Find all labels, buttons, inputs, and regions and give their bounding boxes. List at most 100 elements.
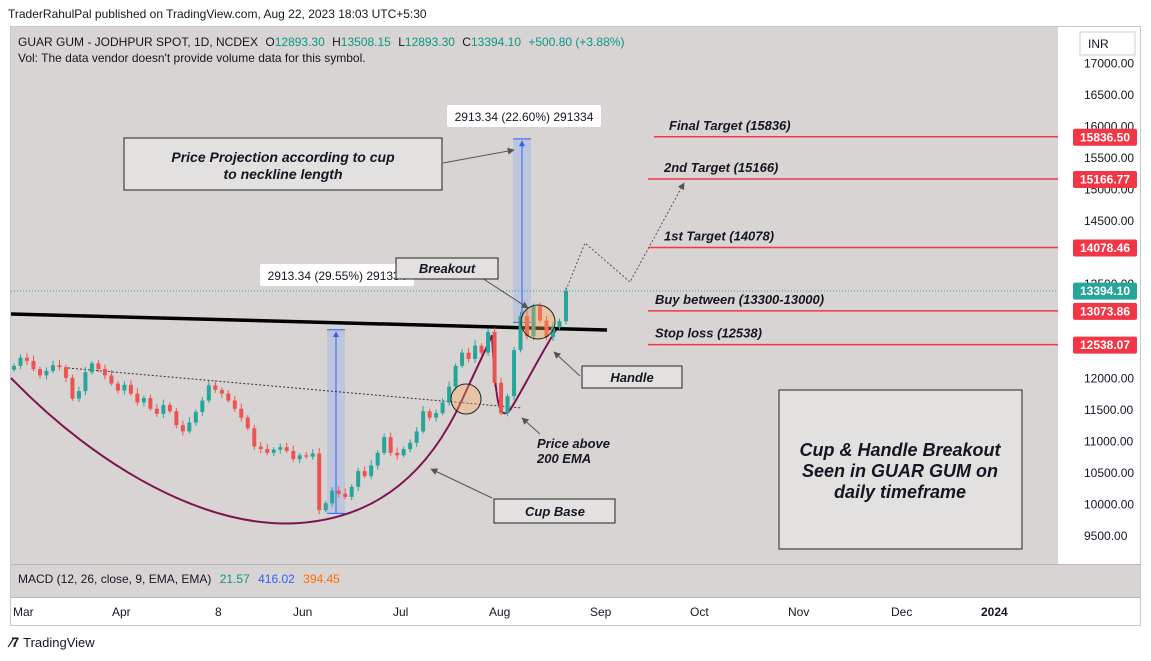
final-target-price-text: 15836.50: [1080, 130, 1130, 144]
2nd-target-price-tag: [1073, 170, 1137, 188]
candle-body: [564, 290, 568, 322]
breakout-box: [395, 257, 499, 280]
x-tick-label: 2024: [981, 605, 1008, 619]
x-tick-label: Aug: [489, 605, 510, 619]
candle-body: [96, 363, 101, 370]
candle-body: [375, 452, 380, 466]
2nd-target-label: 2nd Target (15166): [663, 160, 778, 175]
projection-arrow: [442, 147, 515, 164]
projection-text: Price Projection according to cup to neck…: [171, 149, 395, 182]
y-tick-label: 14500.00: [1084, 214, 1134, 228]
buy-price-text: 13073.86: [1080, 304, 1130, 318]
ema-arrow: [521, 417, 541, 435]
candle-body: [356, 471, 361, 487]
candle-body: [24, 357, 29, 361]
candle-body: [135, 393, 140, 403]
candle-body: [57, 365, 62, 368]
candle-body: [258, 446, 263, 450]
currency-box[interactable]: [1079, 31, 1136, 56]
volume-note: Vol: The data vendor doesn't provide vol…: [18, 51, 366, 65]
final-target-price-tag: [1073, 128, 1137, 146]
candle-body: [161, 404, 166, 414]
candle-body: [245, 417, 250, 429]
chart-frame: [10, 26, 1141, 626]
x-tick-label: Jul: [393, 605, 408, 619]
candle-body: [115, 383, 120, 391]
projection-box: [123, 137, 443, 191]
macd-panel-bg: [11, 565, 1140, 597]
candle-body: [395, 452, 400, 456]
candle-body: [63, 367, 68, 378]
candle-body: [505, 396, 510, 414]
handle-arrow: [553, 351, 581, 377]
candle-body: [284, 447, 289, 451]
cup-breakout-circle: [450, 383, 482, 415]
candle-body: [466, 352, 471, 359]
candle-body: [102, 369, 107, 376]
x-tick-label: Mar: [13, 605, 34, 619]
y-tick-label: 10500.00: [1084, 466, 1134, 480]
candle-body: [122, 384, 127, 391]
candle-body: [297, 455, 302, 460]
buy-price-tag: [1073, 302, 1137, 320]
handle-breakout-circle: [520, 304, 556, 340]
ema-200-curve: [10, 334, 493, 525]
candle-body: [239, 408, 244, 418]
candle-body: [518, 316, 523, 351]
buy-label: Buy between (13300-13000): [655, 292, 824, 307]
candle-body: [148, 398, 153, 409]
stop-loss-label: Stop loss (12538): [655, 326, 762, 341]
currency-label: INR: [1088, 37, 1109, 51]
candle-body: [336, 490, 341, 494]
summary-text: Cup & Handle Breakout Seen in GUAR GUM on…: [799, 440, 1001, 502]
candle-body: [382, 437, 387, 453]
candle-body: [232, 400, 237, 409]
price-above-ema-text: Price above 200 EMA: [536, 436, 610, 466]
candle-body: [109, 375, 114, 384]
candle-body: [460, 352, 465, 366]
handle-curve: [491, 329, 557, 415]
candle-body: [265, 449, 270, 453]
candle-body: [12, 365, 16, 370]
candle-body: [343, 493, 348, 497]
handle-text: Handle: [610, 370, 653, 385]
candle-body: [50, 365, 55, 371]
candle-body: [447, 386, 452, 403]
candle-body: [434, 413, 439, 418]
candle-body: [499, 382, 504, 414]
2nd-target-price-text: 15166.77: [1080, 172, 1130, 186]
projection-path: [565, 182, 685, 291]
candle-body: [512, 350, 517, 397]
cup-base-text: Cup Base: [525, 504, 585, 519]
candle-body: [414, 431, 419, 443]
measure-label-bg: [260, 264, 414, 286]
1st-target-label: 1st Target (14078): [664, 229, 774, 244]
final-target-label: Final Target (15836): [669, 118, 791, 133]
tradingview-logo[interactable]: ⁄7 TradingView: [10, 634, 95, 650]
candle-body: [304, 455, 309, 457]
candle-body: [362, 471, 367, 477]
candle-body: [317, 453, 322, 511]
cup-base-box: [493, 498, 616, 524]
cup-base-arrow: [430, 468, 493, 499]
x-tick-label: Dec: [891, 605, 912, 619]
measure-label-bg: [447, 105, 601, 127]
candle-body: [44, 370, 49, 376]
y-tick-label: 17000.00: [1084, 57, 1134, 71]
neckline: [10, 312, 608, 332]
x-tick-label: Nov: [788, 605, 809, 619]
candle-body: [271, 449, 276, 453]
symbol-name: GUAR GUM - JODHPUR SPOT, 1D, NCDEX: [18, 35, 258, 49]
candle-body: [83, 372, 88, 392]
last-price-tag: [1073, 282, 1137, 300]
macd-legend: MACD (12, 26, close, 9, EMA, EMA) 21.57 …: [18, 572, 340, 586]
stop-loss-price-text: 12538.07: [1080, 338, 1130, 352]
1st-target-price-text: 14078.46: [1080, 241, 1130, 255]
candle-body: [330, 490, 335, 504]
candle-body: [180, 425, 185, 432]
legend: GUAR GUM - JODHPUR SPOT, 1D, NCDEX O1289…: [18, 35, 624, 65]
candle-body: [401, 449, 406, 456]
candle-body: [440, 402, 445, 414]
stop-loss-price-tag: [1073, 336, 1137, 354]
